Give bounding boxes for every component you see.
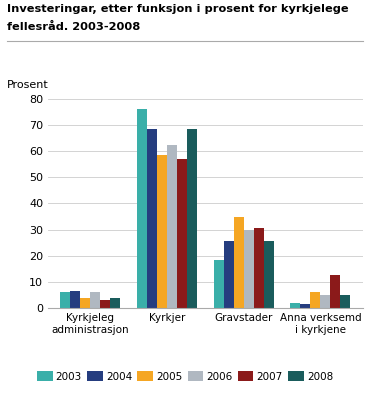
Bar	[290, 303, 300, 308]
Bar	[100, 300, 110, 308]
Legend: 2003, 2004, 2005, 2006, 2007, 2008: 2003, 2004, 2005, 2006, 2007, 2008	[33, 367, 337, 386]
Bar	[244, 229, 254, 308]
Bar	[254, 228, 264, 308]
Bar	[340, 295, 350, 308]
Bar	[137, 109, 147, 308]
Bar	[320, 295, 330, 308]
Bar	[60, 292, 70, 308]
Bar	[330, 275, 340, 308]
Bar	[147, 129, 157, 308]
Bar	[224, 241, 234, 308]
Bar	[110, 298, 120, 308]
Bar	[90, 292, 100, 308]
Bar	[167, 145, 177, 308]
Text: Prosent: Prosent	[7, 80, 49, 90]
Bar	[80, 298, 90, 308]
Bar	[187, 129, 197, 308]
Bar	[310, 292, 320, 308]
Text: fellesråd. 2003-2008: fellesråd. 2003-2008	[7, 22, 141, 32]
Bar	[177, 159, 187, 308]
Bar	[234, 216, 244, 308]
Bar	[300, 304, 310, 308]
Bar	[70, 291, 80, 308]
Bar	[214, 260, 224, 308]
Text: Investeringar, etter funksjon i prosent for kyrkjelege: Investeringar, etter funksjon i prosent …	[7, 4, 349, 14]
Bar	[157, 155, 167, 308]
Bar	[264, 241, 274, 308]
